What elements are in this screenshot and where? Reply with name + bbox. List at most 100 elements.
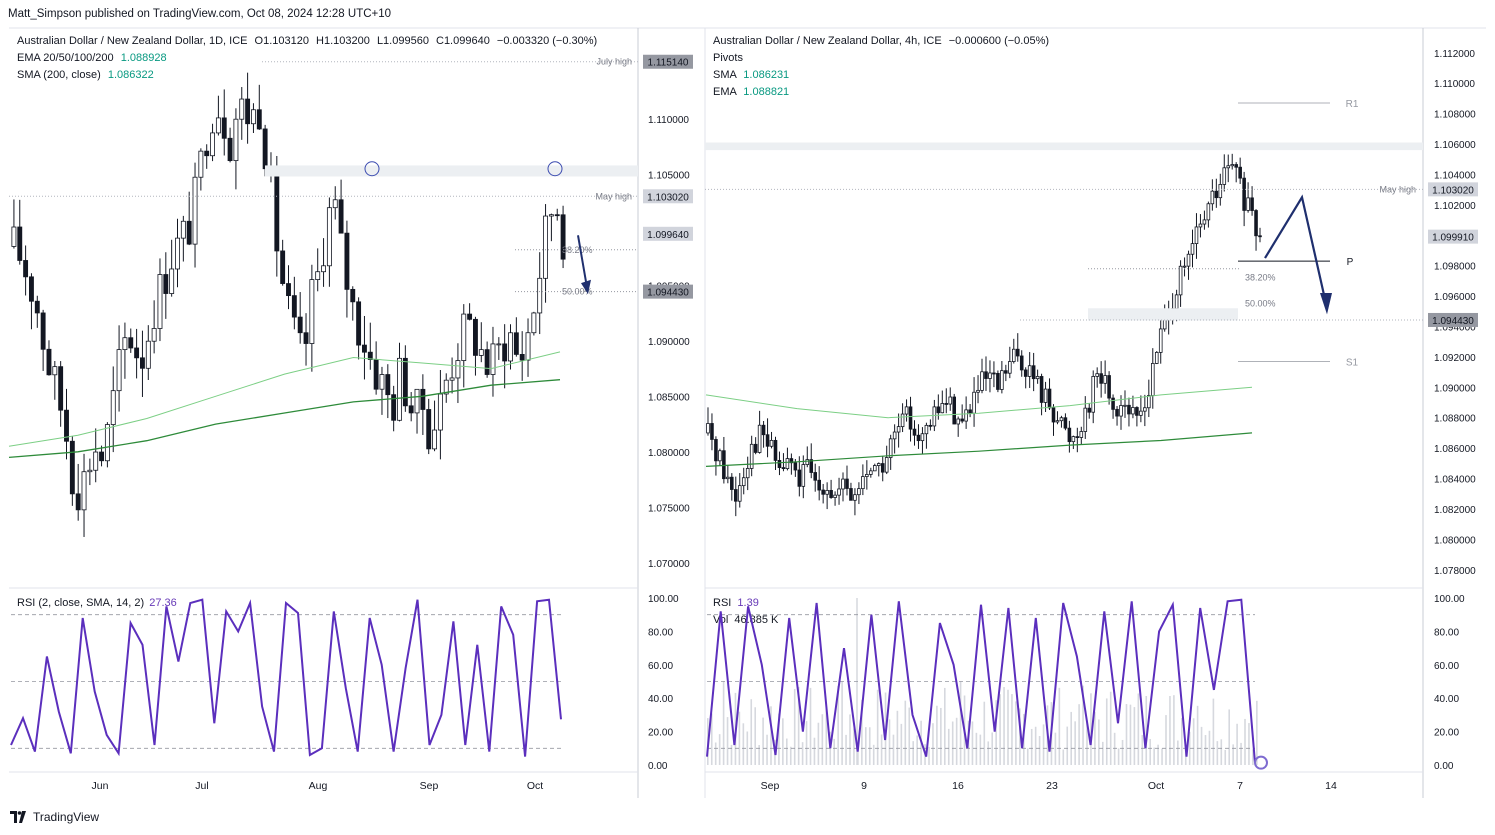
right-candle-body — [1083, 407, 1088, 432]
right-time-label: 9 — [861, 780, 867, 792]
right-volume-bar — [789, 746, 792, 765]
right-volume-bar — [900, 723, 903, 765]
left-candle-body — [245, 98, 251, 125]
right-price-tick: 1.110000 — [1434, 79, 1475, 90]
right-candle-body — [1079, 431, 1084, 438]
right-candle-body — [1154, 351, 1159, 364]
right-candle-body — [869, 470, 873, 475]
left-candle-body — [262, 128, 268, 170]
right-candle-body — [841, 478, 845, 490]
left-candle-body — [432, 429, 437, 450]
right-volume-bar — [1129, 704, 1132, 765]
right-volume-bar — [1113, 732, 1116, 765]
left-ema-label: EMA 20/50/100/200 — [17, 52, 114, 64]
tradingview-logo-icon — [10, 811, 28, 823]
right-volume-bar — [1173, 695, 1175, 765]
left-candle-body — [52, 366, 58, 376]
left-candle-body — [58, 366, 64, 411]
right-time-label: 7 — [1237, 780, 1243, 792]
left-candle-body — [227, 137, 233, 162]
right-title[interactable]: Australian Dollar / New Zealand Dollar, … — [713, 35, 942, 47]
right-volume-bar — [746, 731, 749, 765]
left-price-tag-bg — [643, 54, 693, 69]
right-candle-body — [1111, 397, 1115, 410]
right-candle-body — [781, 467, 786, 470]
left-top-circle-1 — [364, 161, 380, 177]
right-candle-body — [845, 478, 849, 489]
left-sma-label: SMA (200, close) — [17, 69, 101, 81]
tradingview-brand[interactable]: TradingView — [10, 810, 99, 824]
left-candle-body — [192, 176, 198, 245]
left-candle-body — [204, 150, 210, 157]
left-candle-body — [531, 312, 537, 334]
right-candle-body — [908, 406, 913, 430]
right-pivots-legend[interactable]: Pivots — [713, 52, 743, 64]
right-candle-body — [920, 433, 925, 442]
right-candle-body — [1039, 376, 1044, 403]
left-candle-body — [11, 226, 17, 247]
right-sma-label: SMA — [713, 69, 737, 81]
right-volume-bar — [1015, 701, 1017, 765]
right-rsi-legend[interactable]: RSI 1.39 — [713, 597, 759, 609]
left-title[interactable]: Australian Dollar / New Zealand Dollar, … — [17, 35, 248, 47]
publisher-credit: Matt_Simpson published on TradingView.co… — [8, 8, 392, 20]
left-candle-body — [420, 388, 426, 410]
left-candle-body — [180, 220, 186, 239]
left-candle-body — [502, 343, 508, 362]
right-volume-bar — [1070, 711, 1072, 765]
right-ema-legend[interactable]: EMA 1.088821 — [713, 86, 789, 98]
left-candle-body — [326, 207, 332, 267]
left-ema-legend[interactable]: EMA 20/50/100/200 1.088928 — [17, 52, 167, 64]
right-pivot-label: P — [1347, 257, 1354, 268]
left-ema-dark-line — [8, 379, 561, 459]
right-candle-body — [1242, 177, 1246, 211]
right-volume-bar — [975, 732, 978, 765]
right-candle-body — [960, 418, 964, 422]
right-candle-body — [837, 488, 841, 496]
right-volume-bar — [750, 699, 753, 765]
right-sma-legend[interactable]: SMA 1.086231 — [713, 69, 789, 81]
right-candle-body — [976, 389, 980, 393]
right-volume-bar — [1105, 698, 1108, 765]
left-price-tick: 1.070000 — [648, 559, 690, 570]
right-volume-bar — [1248, 723, 1250, 765]
right-volume-bar — [1133, 707, 1136, 765]
right-volume-bar — [1212, 698, 1215, 765]
right-candle-body — [1011, 348, 1016, 362]
right-price-tick: 1.106000 — [1434, 140, 1476, 151]
left-candle-body — [543, 215, 548, 279]
right-volume-bar — [1216, 741, 1219, 765]
right-candle-body — [884, 457, 889, 473]
right-candle-body — [896, 426, 901, 433]
right-r1-label: R1 — [1346, 99, 1359, 110]
left-may-high-label: May high — [595, 191, 632, 201]
right-volume-bar — [892, 734, 895, 765]
left-sma-legend[interactable]: SMA (200, close) 1.086322 — [17, 69, 154, 81]
right-volume-bar — [722, 681, 725, 765]
left-candle-body — [350, 288, 356, 303]
right-volume-bar — [1078, 704, 1080, 765]
right-rsi-tick: 0.00 — [1434, 761, 1454, 772]
left-price-tick: 1.085000 — [648, 392, 690, 403]
left-symbol-line: Australian Dollar / New Zealand Dollar, … — [17, 35, 597, 47]
right-candle-body — [765, 434, 770, 447]
left-high: H1.103200 — [316, 35, 370, 47]
left-candle-body — [210, 132, 215, 157]
right-volume-bar — [1161, 748, 1163, 765]
right-candle-body — [849, 488, 853, 501]
right-volume-bar — [987, 741, 990, 765]
left-candle-body — [221, 117, 227, 139]
right-volume-bar — [1054, 732, 1057, 765]
right-volume-bar — [1038, 736, 1041, 765]
right-candle-body — [968, 409, 972, 414]
left-candle-body — [303, 332, 309, 344]
left-rsi-legend[interactable]: RSI (2, close, SMA, 14, 2) 27.36 — [17, 597, 177, 609]
right-price-tag: 1.094430 — [1432, 316, 1474, 327]
right-candle-body — [833, 494, 837, 498]
left-candle-body — [537, 277, 543, 314]
right-volume-bar — [770, 706, 772, 765]
right-candle-body — [948, 396, 953, 405]
right-price-tick: 1.078000 — [1434, 566, 1476, 577]
right-candle-body — [718, 450, 722, 462]
